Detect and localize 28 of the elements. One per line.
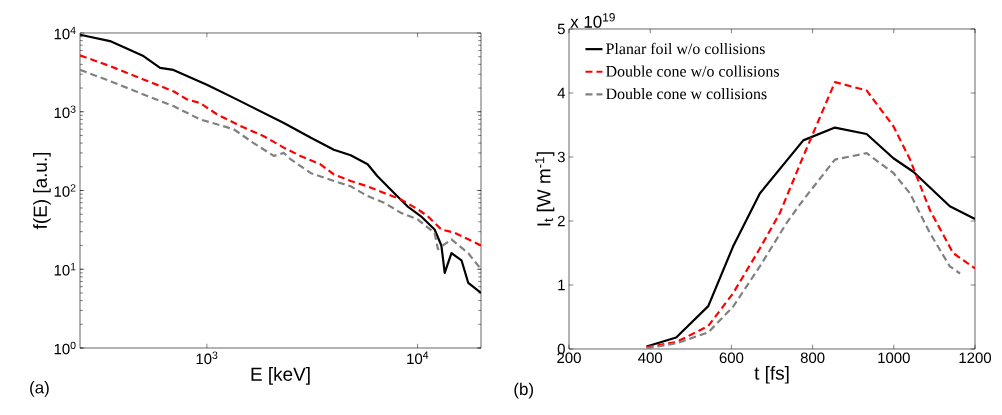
legend-label: Planar foil w/o collisions [606, 42, 765, 55]
legend-label: Double cone w/o collisions [606, 65, 779, 77]
y-tick-label: 3 [557, 151, 565, 163]
y-tick-label: 10$^{2}$ [54, 184, 76, 197]
text: x 10$^{19}$ [570, 13, 615, 28]
x-tick-label: 1200 [959, 352, 992, 364]
x-axis-title: t [fs] [754, 365, 789, 384]
x-tick-label: 800 [800, 352, 825, 364]
y-tick-label: 2 [557, 215, 565, 227]
x-tick-label: 400 [638, 352, 663, 364]
legend-label: Double cone w collisions [606, 88, 767, 100]
text: (b) [514, 382, 534, 399]
y-tick-label: 1 [558, 279, 565, 291]
y-axis-title: f(E) [a.u.] [33, 152, 51, 230]
y-axis-title: I$_{t}$ [W m$^{-1}$] [535, 152, 555, 226]
y-tick-label: 10$^{1}$ [54, 262, 76, 276]
y-tick-label: 5 [557, 23, 565, 35]
x-tick-label: 10$^{4}$ [407, 351, 429, 365]
y-tick-label: 10$^{0}$ [54, 341, 76, 355]
x-tick-label: 1000 [878, 352, 910, 364]
line-series [645, 152, 962, 349]
x-tick-label: 600 [719, 352, 744, 364]
x-axis-title: E [keV] [251, 367, 310, 385]
y-tick-label: 10$^{3}$ [54, 105, 76, 119]
x-tick-label: 10$^{3}$ [196, 351, 218, 365]
y-tick-label: 4 [557, 87, 566, 99]
text: (a) [30, 381, 49, 397]
y-tick-label: 10$^{4}$ [54, 26, 76, 40]
